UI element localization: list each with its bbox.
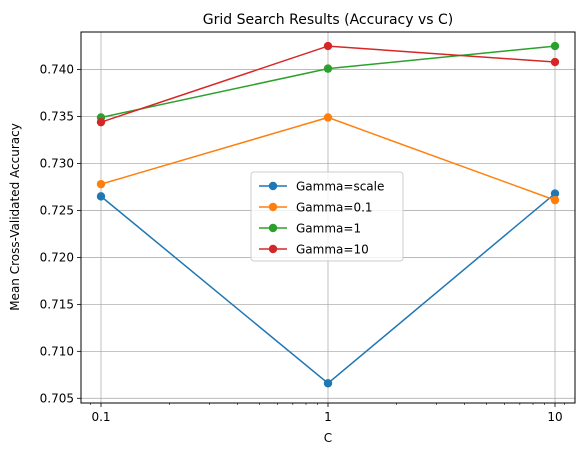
y-axis-label: Mean Cross-Validated Accuracy — [8, 123, 22, 311]
y-tick-label: 0.730 — [40, 156, 74, 170]
legend-marker — [268, 244, 278, 254]
legend-marker — [268, 202, 278, 212]
y-tick-label: 0.735 — [40, 110, 74, 124]
legend: Gamma=scale Gamma=0.1 Gamma=1 Gamma=10 — [250, 171, 404, 262]
data-point — [550, 195, 560, 205]
legend-marker — [268, 181, 278, 191]
legend-marker — [268, 223, 278, 233]
legend-label: Gamma=1 — [296, 222, 361, 236]
data-point — [323, 41, 333, 51]
x-tick-label: 10 — [547, 410, 562, 424]
y-tick-label: 0.740 — [40, 63, 74, 77]
plot-frame — [80, 31, 576, 404]
series-group — [96, 41, 560, 388]
legend-label: Gamma=10 — [296, 243, 369, 257]
y-axis: 0.705 0.710 0.715 0.720 0.725 0.730 0.735 0.740 — [40, 63, 81, 405]
data-point — [96, 179, 106, 189]
data-point — [550, 189, 560, 198]
data-point — [550, 57, 560, 67]
x-axis-label: C — [324, 431, 332, 445]
data-point — [323, 64, 333, 73]
y-tick-label: 0.705 — [40, 391, 74, 405]
data-point — [96, 192, 106, 201]
y-tick-label: 0.725 — [40, 203, 74, 217]
y-tick-label: 0.720 — [40, 250, 74, 264]
data-point — [323, 113, 333, 122]
x-axis: 0.1 1 10 — [91, 403, 563, 424]
chart-title: Grid Search Results (Accuracy vs C) — [203, 12, 453, 28]
data-point — [96, 117, 106, 127]
x-tick-label: 0.1 — [91, 410, 110, 424]
legend-label: Gamma=scale — [296, 180, 384, 194]
y-tick-label: 0.710 — [40, 344, 74, 358]
data-point — [550, 41, 560, 51]
y-tick-label: 0.715 — [40, 297, 74, 311]
x-tick-label: 1 — [324, 410, 332, 424]
legend-box — [250, 171, 404, 262]
data-point — [323, 379, 333, 388]
legend-label: Gamma=0.1 — [296, 201, 373, 215]
